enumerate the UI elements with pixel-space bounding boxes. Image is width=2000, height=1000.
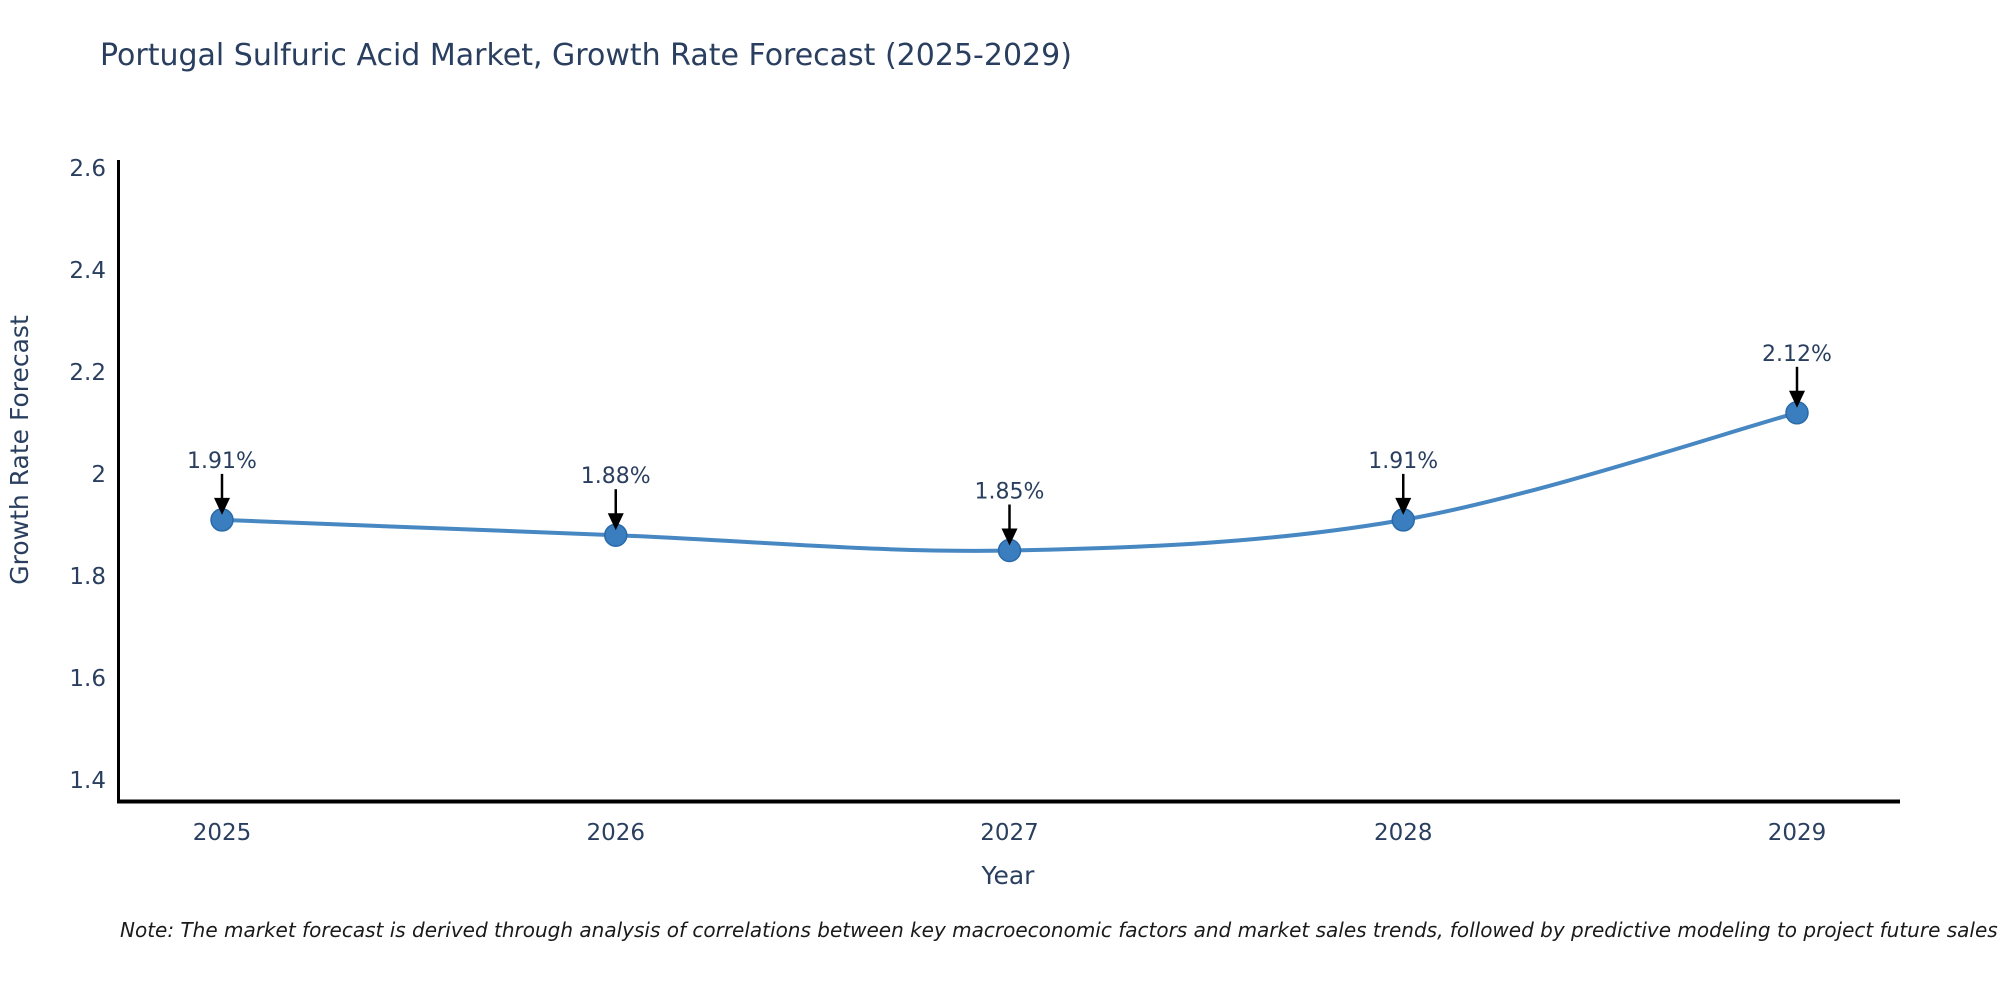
chart-title: Portugal Sulfuric Acid Market, Growth Ra… — [100, 38, 1072, 73]
x-tick-label: 2029 — [1768, 820, 1827, 846]
annotation-arrowhead — [214, 497, 230, 515]
y-tick-label: 2.4 — [69, 258, 106, 284]
y-tick-label: 2 — [91, 462, 106, 488]
y-axis-title: Growth Rate Forecast — [5, 315, 34, 585]
x-tick-label: 2027 — [980, 820, 1039, 846]
data-point-label: 1.91% — [187, 449, 257, 474]
data-point-label: 1.85% — [975, 480, 1045, 505]
y-tick-label: 1.8 — [69, 564, 106, 590]
x-tick-label: 2026 — [586, 820, 645, 846]
data-point-label: 1.91% — [1368, 449, 1438, 474]
x-tick-label: 2028 — [1374, 820, 1433, 846]
chart-footnote: Note: The market forecast is derived thr… — [120, 918, 1998, 942]
data-point-label: 2.12% — [1762, 342, 1832, 367]
annotation-arrowhead — [1001, 528, 1018, 546]
annotation-arrowhead — [1789, 390, 1805, 408]
annotation-arrowhead — [607, 513, 624, 531]
y-tick-label: 2.2 — [69, 360, 106, 386]
y-tick-label: 2.6 — [69, 156, 106, 182]
y-tick-label: 1.4 — [69, 768, 106, 794]
x-tick-label: 2025 — [193, 820, 252, 846]
y-tick-label: 1.6 — [69, 666, 106, 692]
data-point-label: 1.88% — [581, 464, 651, 489]
annotation-arrowhead — [1395, 497, 1412, 515]
x-axis-title: Year — [981, 861, 1036, 890]
